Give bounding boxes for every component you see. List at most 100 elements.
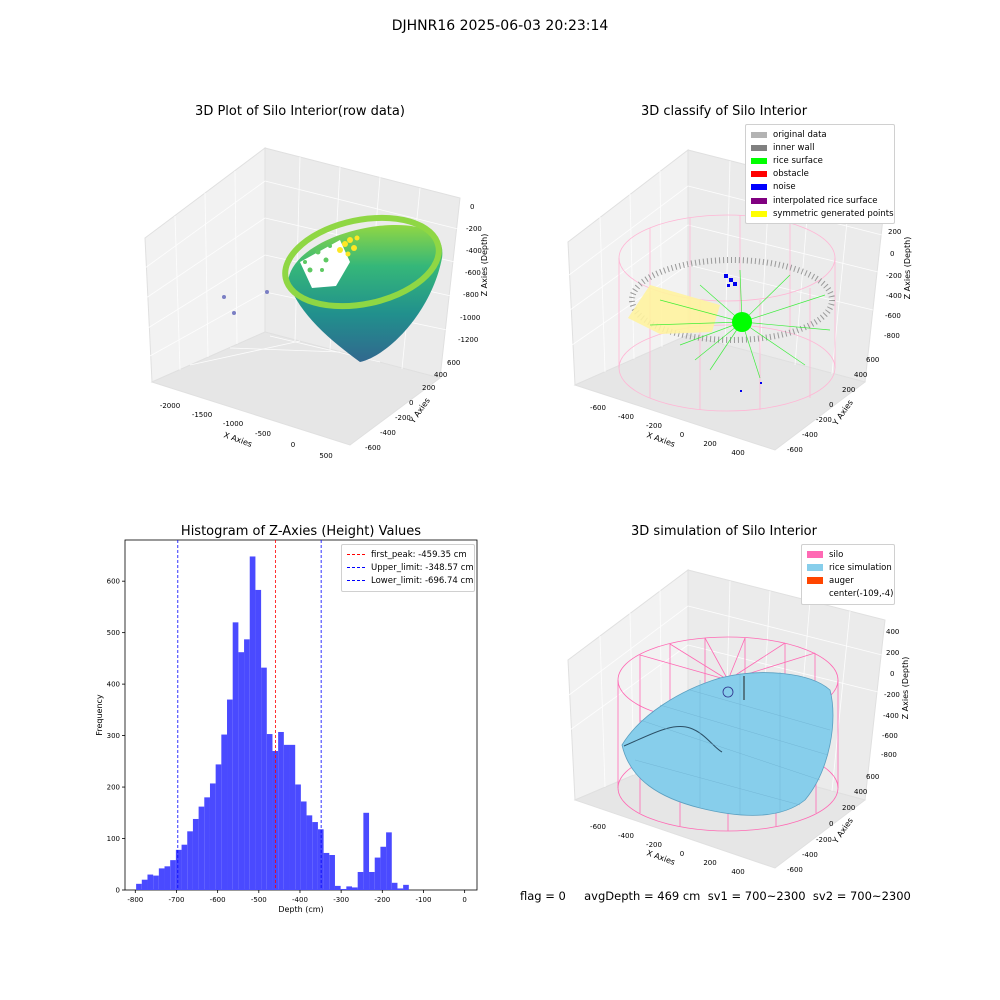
tl-x-ticks: -2000 -1500 -1000 -500 0 500 xyxy=(160,402,333,460)
svg-text:-200: -200 xyxy=(466,225,482,233)
histogram-bar xyxy=(266,734,273,890)
legend-item: first_peak: -459.35 cm xyxy=(347,548,469,561)
histogram-bar xyxy=(380,846,387,890)
svg-text:600: 600 xyxy=(866,773,879,781)
svg-text:-500: -500 xyxy=(255,430,271,438)
legend-item: interpolated rice surface xyxy=(751,194,889,207)
x-tick-label: -700 xyxy=(169,896,185,904)
histogram-bar xyxy=(289,744,296,890)
legend-item: silo xyxy=(807,548,889,561)
histogram-bar xyxy=(198,806,205,890)
histogram-bar xyxy=(147,874,154,890)
svg-text:400: 400 xyxy=(886,628,899,636)
svg-text:-200: -200 xyxy=(646,841,662,849)
tr-z-label: Z Axies (Depth) xyxy=(903,237,912,300)
legend-item: symmetric generated points xyxy=(751,207,894,220)
svg-text:600: 600 xyxy=(447,359,460,367)
y-tick-label: 100 xyxy=(107,835,120,843)
histogram-bar xyxy=(369,871,375,890)
x-tick-label: 0 xyxy=(462,896,466,904)
histogram-bar xyxy=(158,868,165,890)
svg-text:-600: -600 xyxy=(590,823,606,831)
histogram-bar xyxy=(278,731,284,890)
histogram-bar xyxy=(136,883,142,890)
tl-z-ticks: 0 -200 -400 -600 -800 -1000 -1200 xyxy=(458,203,482,344)
histogram-vlines xyxy=(177,540,322,890)
svg-text:400: 400 xyxy=(854,371,867,379)
histogram-y-label: Frequency xyxy=(95,694,104,736)
br-z-label: Z Axies (Depth) xyxy=(901,657,910,720)
legend-item: Lower_limit: -696.74 cm xyxy=(347,574,473,587)
svg-text:-400: -400 xyxy=(886,292,902,300)
histogram-bar xyxy=(306,815,313,890)
svg-text:200: 200 xyxy=(886,649,899,657)
x-tick-label: -300 xyxy=(333,896,349,904)
x-tick-label: -800 xyxy=(127,896,143,904)
histogram-bar xyxy=(357,871,364,890)
svg-text:0: 0 xyxy=(409,399,413,407)
svg-text:-400: -400 xyxy=(380,429,396,437)
histogram-y-ticks: 0 100 200 300 400 500 600 xyxy=(107,578,125,895)
classify-legend: original data inner wall rice surface ob… xyxy=(745,124,895,225)
histogram-bar xyxy=(164,866,171,890)
svg-text:-200: -200 xyxy=(884,691,900,699)
br-x-label: X Axies xyxy=(645,848,676,867)
simulation-plot-title: 3D simulation of Silo Interior xyxy=(631,524,817,539)
svg-text:-600: -600 xyxy=(787,866,803,874)
svg-text:-400: -400 xyxy=(802,851,818,859)
histogram-title: Histogram of Z-Axies (Height) Values xyxy=(180,524,422,539)
legend-item: auger xyxy=(807,574,889,587)
histogram-bar xyxy=(181,844,188,890)
legend-item: noise xyxy=(751,181,889,194)
x-tick-label: -600 xyxy=(210,896,226,904)
svg-text:-600: -600 xyxy=(590,404,606,412)
histogram-x-ticks: -800 -700 -600 -500 -400 -300 -200 -100 0 xyxy=(127,890,467,904)
svg-text:200: 200 xyxy=(422,384,435,392)
svg-text:0: 0 xyxy=(291,441,295,449)
svg-text:-200: -200 xyxy=(646,422,662,430)
histogram-bar xyxy=(329,855,335,890)
simulation-legend: silo rice simulation auger center(-109,-… xyxy=(801,544,895,605)
y-tick-label: 400 xyxy=(107,681,120,689)
histogram-bar xyxy=(187,831,193,890)
histogram-bar xyxy=(391,882,398,890)
histogram-bar xyxy=(141,879,148,890)
histogram-bar xyxy=(397,888,404,890)
svg-text:-1000: -1000 xyxy=(460,314,480,322)
svg-text:-600: -600 xyxy=(465,269,481,277)
svg-text:0: 0 xyxy=(890,670,894,678)
svg-text:-600: -600 xyxy=(885,312,901,320)
histogram-bar xyxy=(317,829,324,890)
svg-text:-400: -400 xyxy=(618,832,634,840)
histogram-bar xyxy=(255,589,262,890)
svg-text:-200: -200 xyxy=(886,272,902,280)
histogram-bar xyxy=(249,556,256,890)
histogram-legend: first_peak: -459.35 cm Upper_limit: -348… xyxy=(341,544,475,592)
legend-item: Upper_limit: -348.57 cm xyxy=(347,561,474,574)
classify-plot-title: 3D classify of Silo Interior xyxy=(640,104,808,119)
legend-item: rice simulation xyxy=(807,561,892,574)
svg-text:0: 0 xyxy=(470,203,474,211)
histogram-bar xyxy=(340,888,347,890)
y-tick-label: 500 xyxy=(107,629,120,637)
histogram-bar xyxy=(295,784,301,890)
svg-text:-600: -600 xyxy=(882,732,898,740)
tl-y-ticks: -600 -400 -200 0 200 400 600 xyxy=(365,359,460,452)
svg-text:-600: -600 xyxy=(787,446,803,454)
svg-text:0: 0 xyxy=(829,401,833,409)
histogram-bar xyxy=(403,884,409,890)
svg-text:200: 200 xyxy=(842,386,855,394)
histogram-bar xyxy=(261,667,267,890)
histogram-bar xyxy=(215,764,222,890)
svg-text:-400: -400 xyxy=(466,247,482,255)
histogram-bar xyxy=(346,886,353,890)
histogram-bar xyxy=(312,822,318,890)
histogram-bar xyxy=(221,734,228,890)
histogram-bar xyxy=(192,818,199,890)
x-tick-label: -400 xyxy=(292,896,308,904)
svg-text:-800: -800 xyxy=(884,332,900,340)
svg-text:-200: -200 xyxy=(816,416,832,424)
svg-text:-1500: -1500 xyxy=(192,411,212,419)
svg-text:-400: -400 xyxy=(883,712,899,720)
